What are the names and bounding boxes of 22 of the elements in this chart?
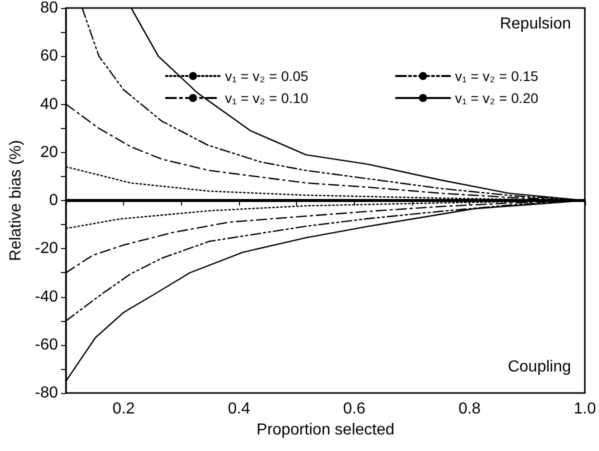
y-tick-label: 20 <box>40 144 58 161</box>
y-tick-label: 0 <box>49 192 58 209</box>
annotation: Repulsion <box>500 16 571 32</box>
x-tick-label: 0.8 <box>458 400 481 418</box>
legend-label: v₁ = v₂ = 0.20 <box>455 90 539 106</box>
annotation: Coupling <box>508 358 571 376</box>
y-tick-label: -60 <box>34 336 58 354</box>
y-axis-title: Relative bias (%) <box>8 140 24 261</box>
legend-label: v₁ = v₂ = 0.10 <box>225 90 309 106</box>
x-axis-title: Proportion selected <box>256 421 394 438</box>
x-tick-label: 0.2 <box>112 400 135 418</box>
y-tick-label: 60 <box>40 48 58 65</box>
y-tick-label: -80 <box>34 384 58 402</box>
legend-label: v₁ = v₂ = 0.15 <box>455 68 539 84</box>
y-tick-label: -20 <box>34 240 58 258</box>
y-tick-label: 80 <box>40 0 58 16</box>
y-tick-label: 40 <box>40 96 58 113</box>
x-tick-label: 1.0 <box>574 400 596 418</box>
y-tick-label: -40 <box>34 288 58 306</box>
legend-label: v₁ = v₂ = 0.05 <box>225 68 309 84</box>
x-tick-label: 0.4 <box>228 400 250 418</box>
x-tick-label: 0.6 <box>343 400 366 418</box>
